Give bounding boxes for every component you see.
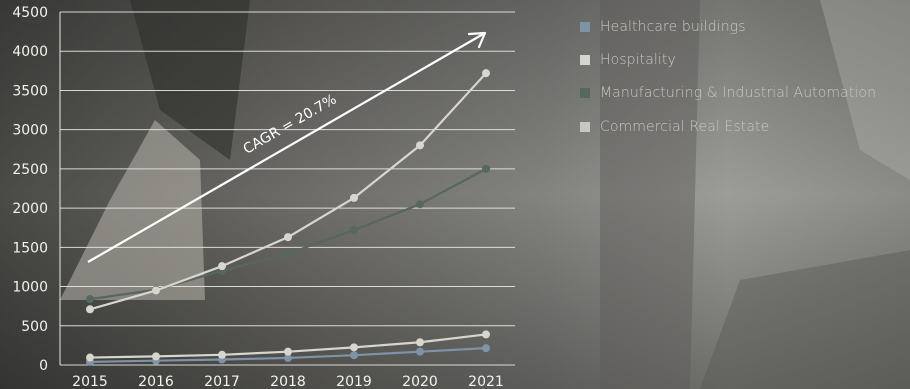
- y-tick-label: 3500: [12, 83, 48, 99]
- grid-lines: [59, 11, 515, 366]
- legend-swatch: [580, 54, 590, 65]
- y-tick-label: 4500: [12, 5, 48, 21]
- legend-label: Healthcare buildings: [600, 18, 746, 35]
- legend-item-manufacturing: Manufacturing & Industrial Automation: [580, 77, 876, 110]
- x-tick-label: 2018: [270, 374, 306, 389]
- data-point: [350, 351, 358, 360]
- data-point: [482, 330, 490, 339]
- data-point: [86, 295, 94, 304]
- data-point: [350, 226, 358, 235]
- cagr-annotation: CAGR = 20.7%: [87, 31, 487, 263]
- x-axis-ticks: 2015 2016 2017 2018 2019 2020 2021: [72, 374, 504, 389]
- x-tick-label: 2016: [138, 374, 174, 389]
- series-lines: [86, 69, 490, 366]
- y-tick-label: 3000: [12, 123, 48, 139]
- legend-label: Manufacturing & Industrial Automation: [600, 85, 877, 102]
- data-point: [416, 200, 424, 209]
- data-point: [218, 262, 226, 271]
- data-point: [350, 193, 358, 202]
- data-point: [482, 164, 490, 173]
- y-tick-label: 2500: [12, 162, 48, 178]
- data-point: [482, 69, 490, 78]
- cagr-arrow-head: [467, 31, 487, 49]
- legend-item-healthcare: Healthcare buildings: [580, 10, 876, 43]
- x-tick-label: 2019: [336, 374, 372, 389]
- legend-item-hospitality: Hospitality: [580, 43, 876, 76]
- legend-label: Commercial Real Estate: [600, 118, 770, 135]
- data-point: [482, 344, 490, 353]
- legend-label: Hospitality: [600, 51, 676, 68]
- data-point: [218, 350, 226, 359]
- data-point: [152, 286, 160, 295]
- data-point: [416, 338, 424, 347]
- data-point: [350, 343, 358, 352]
- data-point: [284, 353, 292, 362]
- cagr-arrow-line: [87, 32, 486, 263]
- data-point: [284, 233, 292, 242]
- legend-swatch: [580, 21, 590, 32]
- data-point: [416, 347, 424, 356]
- y-tick-label: 2000: [12, 201, 48, 217]
- y-tick-label: 500: [21, 319, 48, 335]
- legend: Healthcare buildings Hospitality Manufac…: [580, 10, 876, 143]
- x-tick-label: 2015: [72, 374, 108, 389]
- x-tick-label: 2021: [468, 374, 504, 389]
- data-point: [284, 347, 292, 356]
- data-point: [152, 352, 160, 361]
- x-tick-label: 2020: [402, 374, 438, 389]
- y-tick-label: 1500: [12, 240, 48, 256]
- data-point: [86, 305, 94, 314]
- y-tick-label: 4000: [12, 44, 48, 60]
- y-tick-label: 0: [39, 358, 48, 374]
- series-line-3: [89, 72, 487, 311]
- data-point: [416, 141, 424, 150]
- data-point: [86, 353, 94, 362]
- y-tick-label: 1000: [12, 280, 48, 296]
- y-axis-ticks: 0 500 1000 1500 2000 2500 3000 3500 4000 4500: [12, 5, 48, 374]
- legend-swatch: [580, 121, 590, 132]
- legend-item-commercial: Commercial Real Estate: [580, 110, 876, 143]
- legend-swatch: [580, 88, 590, 99]
- data-point: [284, 249, 292, 258]
- x-tick-label: 2017: [204, 374, 240, 389]
